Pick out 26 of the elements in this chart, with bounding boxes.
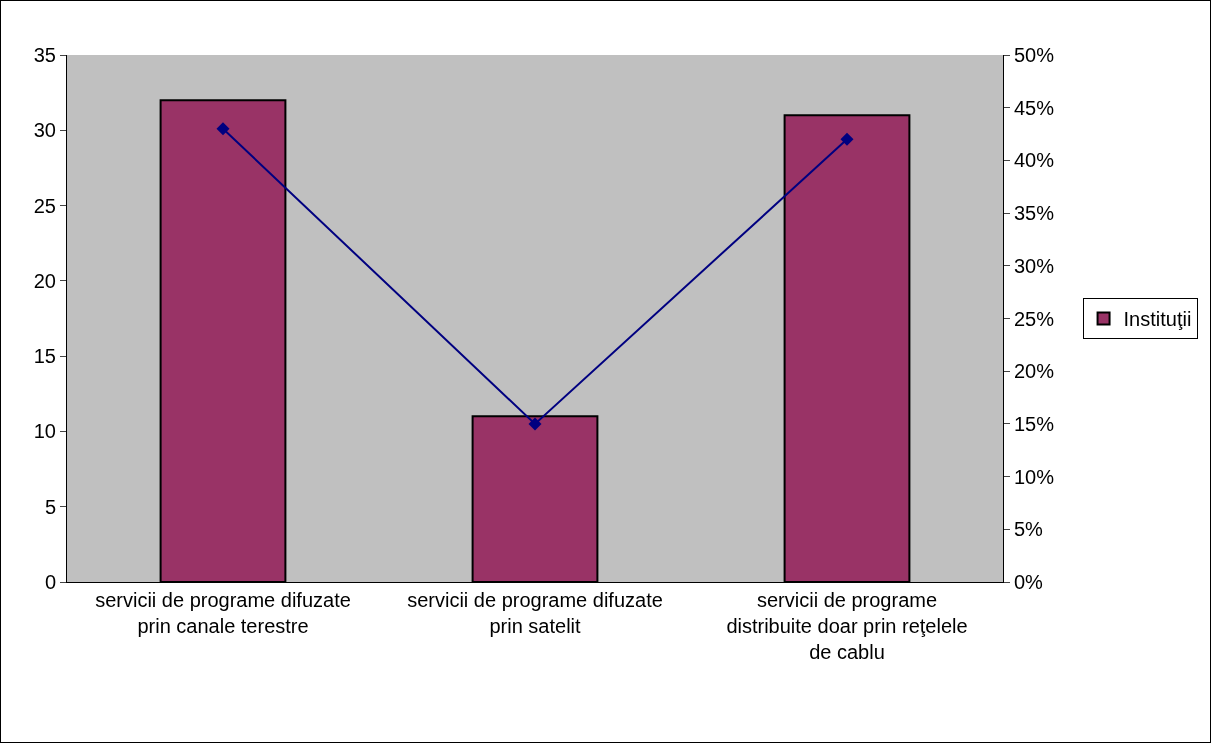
y2-tick-label: 25% [1014, 307, 1055, 330]
y-tick-label: 20 [33, 269, 56, 292]
point [216, 122, 230, 136]
y-tick-label: 10 [33, 420, 56, 443]
x-tick-label: servicii de programe difuzate prin satelit [407, 589, 663, 637]
legend-label: Instituţii [1123, 308, 1192, 331]
y2-tick-label: 35% [1014, 202, 1055, 225]
y-tick-label: 5 [44, 495, 56, 518]
y2-tick-label: 30% [1014, 254, 1055, 277]
y2-tick-label: 0% [1014, 571, 1044, 593]
y2-tick-label: 20% [1014, 360, 1055, 383]
y2-tick-label: 50% [1014, 44, 1055, 66]
y2-tick-label: 10% [1014, 465, 1055, 488]
y2-tick-label: 5% [1014, 518, 1044, 541]
y2-tick-label: 40% [1014, 149, 1055, 172]
y2-tick-label: 15% [1014, 412, 1055, 435]
point [840, 132, 854, 146]
y2-tick-label: 45% [1014, 96, 1055, 119]
y-tick-label: 30 [33, 119, 56, 142]
x-tick-label: servicii de programe distribuite doar prin reţelele de cablu [726, 589, 968, 663]
x-tick-label: servicii de programe difuzate prin canale terestre [95, 589, 351, 637]
y-tick-label: 15 [33, 345, 56, 368]
y-tick-label: 35 [33, 44, 56, 66]
y-tick-label: 0 [44, 571, 56, 593]
y-tick-label: 25 [33, 194, 56, 217]
point [528, 417, 542, 431]
